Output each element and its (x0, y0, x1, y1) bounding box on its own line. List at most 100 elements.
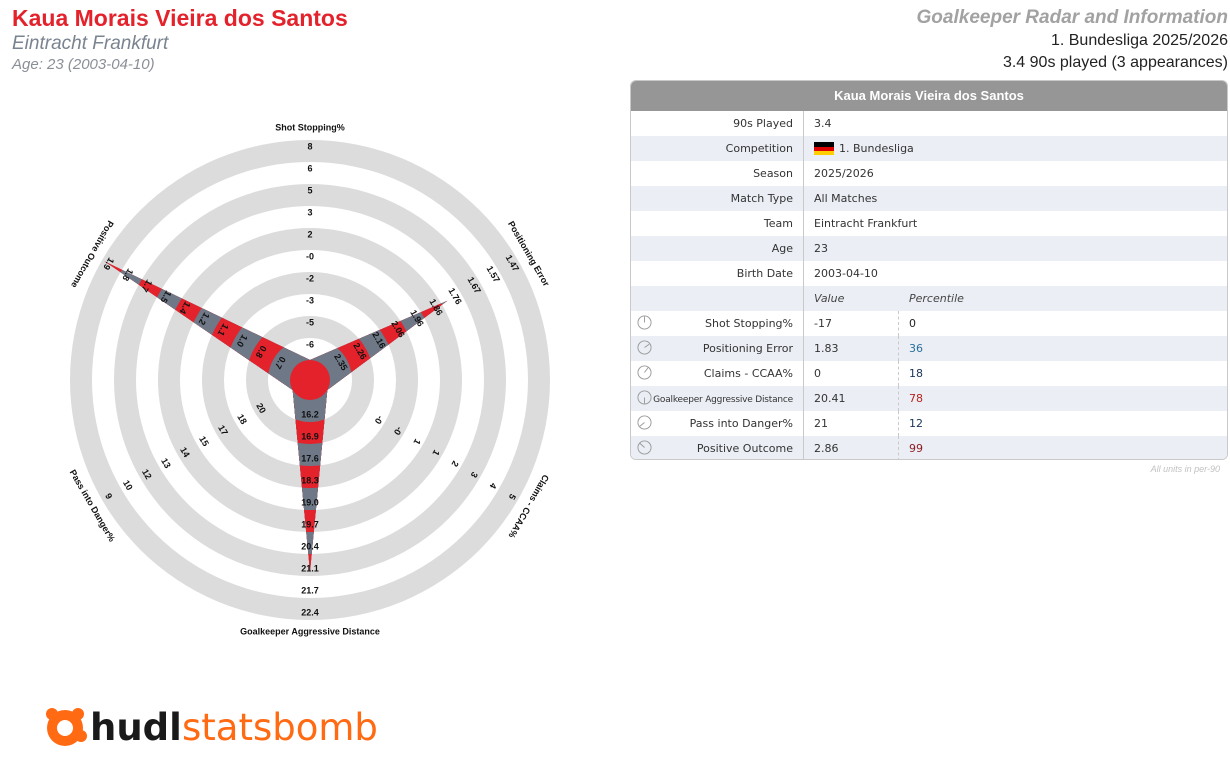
radar-tick-label: 10 (121, 478, 135, 492)
radar-tick-label: 19.7 (301, 519, 319, 529)
radar-tick-label: 9 (103, 492, 114, 501)
league-season: 1. Bundesliga 2025/2026 (1050, 32, 1228, 49)
radar-tick-label: 17 (216, 423, 230, 437)
row-value: 2003-04-10 (814, 267, 878, 280)
metric-row: Positioning Error 1.83 36 (631, 336, 1227, 361)
radar-tick-label: 20.4 (301, 541, 319, 551)
percentile-dial-icon (637, 415, 652, 430)
row-label: Match Type (631, 186, 804, 211)
radar-tick-label: 13 (159, 456, 173, 470)
radar-tick-label: -0 (392, 425, 405, 437)
metric-value: 21 (804, 411, 899, 436)
metric-label: Goalkeeper Aggressive Distance (653, 395, 793, 405)
radar-axis-label: Goalkeeper Aggressive Distance (240, 626, 380, 636)
row-value: 1. Bundesliga (804, 142, 914, 156)
row-label: Pass into Danger% (631, 411, 804, 436)
row-value: Eintracht Frankfurt (814, 217, 918, 230)
metric-percentile: 78 (909, 392, 923, 405)
radar-tick-label: 2 (450, 459, 461, 468)
hudl-statsbomb-logo: hudl statsbomb (46, 706, 378, 749)
metric-value: -17 (804, 311, 899, 336)
player-header: Kaua Morais Vieira dos Santos Eintracht … (12, 4, 348, 74)
row-label: Claims - CCAA% (631, 361, 804, 386)
metric-percentile: 12 (909, 417, 923, 430)
row-label: Shot Stopping% (631, 311, 804, 336)
metric-value: 2.86 (804, 436, 899, 459)
row-label: Age (631, 236, 804, 261)
table-row: Team Eintracht Frankfurt (631, 211, 1227, 236)
metric-row: Pass into Danger% 21 12 (631, 411, 1227, 436)
radar-tick-label: 8 (307, 141, 312, 151)
row-value: All Matches (814, 192, 878, 205)
row-value: 23 (814, 242, 828, 255)
radar-tick-label: -2 (306, 273, 314, 283)
row-label: Season (631, 161, 804, 186)
radar-tick-label: -0 (306, 251, 314, 261)
metric-row: Claims - CCAA% 0 18 (631, 361, 1227, 386)
metric-label: Shot Stopping% (705, 317, 793, 330)
value-column-header: Value (814, 292, 845, 305)
metric-row: Shot Stopping% -17 0 (631, 311, 1227, 336)
metric-row: Goalkeeper Aggressive Distance 20.41 78 (631, 386, 1227, 411)
row-label: Birth Date (631, 261, 804, 286)
radar-tick-label: -6 (306, 339, 314, 349)
radar-tick-label: 16.2 (301, 409, 319, 419)
germany-flag-icon (814, 142, 834, 156)
radar-tick-label: 16.9 (301, 431, 319, 441)
radar-tick-label: 15 (197, 434, 211, 448)
radar-tick-label: -0 (373, 414, 386, 426)
table-row: Birth Date 2003-04-10 (631, 261, 1227, 286)
radar-tick-label: 17.6 (301, 453, 319, 463)
radar-tick-label: 5 (307, 185, 312, 195)
report-title: Goalkeeper Radar and Information (916, 7, 1228, 28)
radar-tick-label: 21.1 (301, 563, 319, 573)
metric-row: Positive Outcome 2.86 99 (631, 436, 1227, 459)
table-row: Season 2025/2026 (631, 161, 1227, 186)
radar-tick-label: 3 (307, 207, 312, 217)
radar-tick-label: 1 (431, 448, 442, 457)
percentile-dial-icon (637, 390, 652, 405)
radar-tick-label: 2 (307, 229, 312, 239)
competition-name: 1. Bundesliga (839, 141, 914, 155)
percentile-dial-icon (637, 440, 652, 455)
metric-label: Positioning Error (702, 342, 793, 355)
row-value: 3.4 (814, 117, 832, 130)
radar-tick-label: 19.0 (301, 497, 319, 507)
row-value: 2025/2026 (814, 167, 874, 180)
radar-center-dot (290, 360, 330, 400)
percentile-dial-icon (637, 315, 652, 330)
row-label: Team (631, 211, 804, 236)
metric-percentile: 99 (909, 442, 923, 455)
row-label: 90s Played (631, 111, 804, 136)
metric-label: Claims - CCAA% (703, 367, 793, 380)
metric-label: Pass into Danger% (689, 417, 793, 430)
radar-tick-label: 5 (507, 492, 518, 501)
radar-tick-label: 14 (178, 445, 192, 459)
metric-value: 1.83 (804, 336, 899, 361)
radar-tick-label: 4 (488, 481, 499, 490)
minutes-played: 3.4 90s played (3 appearances) (1002, 54, 1228, 71)
radar-tick-label: 6 (307, 163, 312, 173)
team-name: Eintracht Frankfurt (12, 33, 169, 54)
table-row: 90s Played 3.4 (631, 111, 1227, 136)
metric-percentile: 36 (909, 342, 923, 355)
metric-percentile: 18 (909, 367, 923, 380)
percentile-dial-icon (637, 340, 652, 355)
logo-mark-icon (46, 708, 87, 746)
percentile-column-header: Percentile (909, 292, 964, 305)
row-label: Goalkeeper Aggressive Distance (631, 386, 804, 411)
radar-tick-label: 1 (411, 437, 422, 446)
table-header: Kaua Morais Vieira dos Santos (631, 81, 1227, 111)
age-line: Age: 23 (2003-04-10) (12, 56, 155, 73)
radar-axis-label: Shot Stopping% (275, 122, 345, 132)
radar-tick-label: 18 (235, 412, 249, 426)
table-row: Match Type All Matches (631, 186, 1227, 211)
radar-tick-label: 22.4 (301, 607, 319, 617)
metric-value: 20.41 (804, 386, 899, 411)
radar-tick-label: 21.7 (301, 585, 319, 595)
radar-tick-label: -3 (306, 295, 314, 305)
units-note: All units in per-90 (1150, 464, 1220, 474)
row-label: Positioning Error (631, 336, 804, 361)
metrics-subheader: Value Percentile (631, 286, 1227, 311)
